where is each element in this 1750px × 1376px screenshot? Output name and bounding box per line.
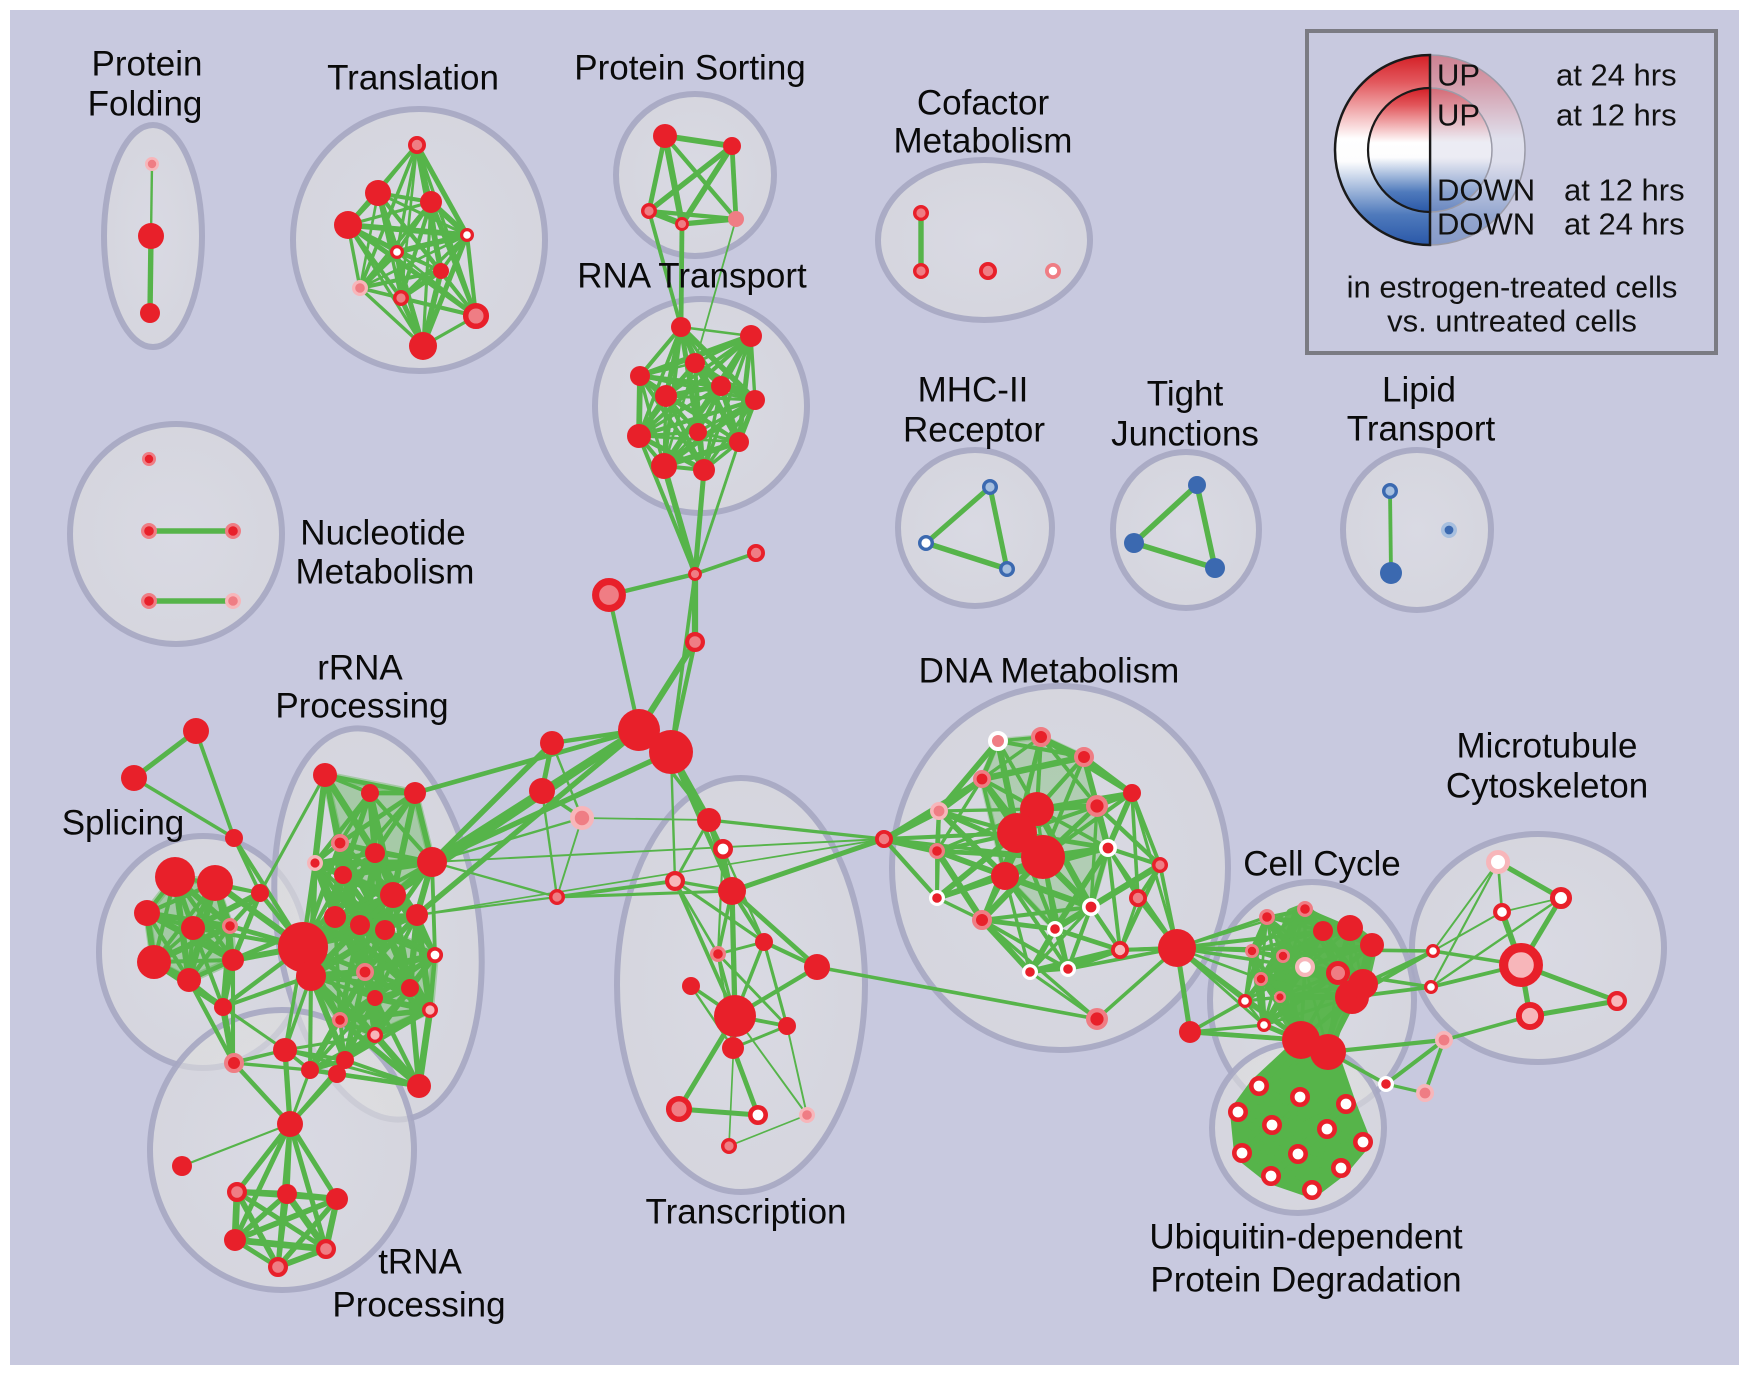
svg-text:at 24 hrs: at 24 hrs: [1564, 207, 1685, 242]
svg-text:at 12 hrs: at 12 hrs: [1556, 98, 1677, 133]
svg-text:DOWN: DOWN: [1437, 207, 1535, 242]
svg-text:DOWN: DOWN: [1437, 173, 1535, 208]
svg-text:tRNA: tRNA: [378, 1243, 462, 1282]
svg-text:RNA Transport: RNA Transport: [577, 257, 807, 296]
svg-text:Translation: Translation: [327, 59, 499, 98]
svg-text:Junctions: Junctions: [1111, 415, 1259, 454]
svg-text:DNA Metabolism: DNA Metabolism: [919, 652, 1180, 691]
svg-text:Microtubule: Microtubule: [1457, 727, 1638, 766]
svg-text:in estrogen-treated cells: in estrogen-treated cells: [1347, 270, 1678, 305]
svg-text:UP: UP: [1437, 58, 1480, 93]
svg-text:Cofactor: Cofactor: [917, 84, 1050, 123]
svg-text:Protein Sorting: Protein Sorting: [574, 49, 806, 88]
svg-text:Cell Cycle: Cell Cycle: [1243, 845, 1401, 884]
svg-text:Folding: Folding: [88, 85, 203, 124]
svg-text:Lipid: Lipid: [1382, 371, 1456, 410]
svg-text:Splicing: Splicing: [62, 804, 185, 843]
svg-text:Transport: Transport: [1347, 410, 1496, 449]
svg-text:Processing: Processing: [332, 1286, 505, 1325]
svg-text:at 12 hrs: at 12 hrs: [1564, 173, 1685, 208]
svg-text:Cytoskeleton: Cytoskeleton: [1446, 767, 1648, 806]
svg-text:Processing: Processing: [275, 687, 448, 726]
svg-text:Tight: Tight: [1147, 375, 1224, 414]
svg-text:at 24 hrs: at 24 hrs: [1556, 58, 1677, 93]
svg-text:Ubiquitin-dependent: Ubiquitin-dependent: [1149, 1218, 1463, 1257]
svg-text:Nucleotide: Nucleotide: [300, 514, 465, 553]
svg-text:Transcription: Transcription: [646, 1193, 847, 1232]
svg-text:rRNA: rRNA: [317, 649, 403, 688]
svg-text:Receptor: Receptor: [903, 411, 1045, 450]
svg-text:UP: UP: [1437, 98, 1480, 133]
svg-text:MHC-II: MHC-II: [918, 371, 1029, 410]
svg-text:Protein: Protein: [92, 45, 203, 84]
svg-text:vs. untreated cells: vs. untreated cells: [1387, 304, 1637, 339]
svg-text:Metabolism: Metabolism: [894, 122, 1073, 161]
svg-text:Metabolism: Metabolism: [296, 553, 475, 592]
svg-text:Protein Degradation: Protein Degradation: [1150, 1261, 1461, 1300]
